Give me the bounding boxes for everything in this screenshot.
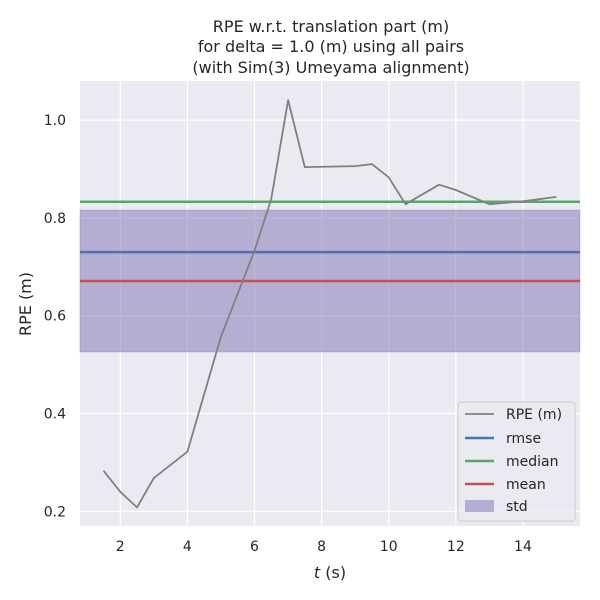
chart-title: RPE w.r.t. translation part (m) for delt… (192, 17, 469, 77)
legend-label-std: std (506, 499, 528, 515)
legend-swatch-std (465, 500, 494, 512)
x-axis-label-rest: (s) (320, 563, 346, 582)
stat-lines-layer (80, 200, 580, 283)
legend-box (457, 401, 576, 522)
rpe-series-line (102, 99, 557, 509)
x-tick-label: 2 (116, 539, 125, 555)
x-tick-label: 8 (317, 539, 326, 555)
legend-label-median: median (506, 454, 558, 470)
y-tick-label: 1.0 (44, 113, 66, 129)
title-line-3: (with Sim(3) Umeyama alignment) (192, 58, 469, 77)
y-tick-label: 0.8 (44, 211, 66, 227)
x-tick-label: 6 (250, 539, 259, 555)
x-axis-label-italic: t (314, 563, 321, 582)
y-tick-label: 0.6 (44, 309, 66, 325)
legend-label-mean: mean (506, 477, 546, 493)
legend-label-rmse: rmse (506, 431, 541, 447)
y-tick-label: 0.4 (44, 407, 66, 423)
x-tick-labels: 2 4 6 8 10 12 14 (116, 539, 532, 555)
x-axis-label: t (s) (314, 563, 346, 582)
legend: RPE (m) rmse median mean std (457, 401, 576, 522)
x-tick-label: 14 (514, 539, 532, 555)
y-tick-labels: 0.2 0.4 0.6 0.8 1.0 (44, 113, 66, 520)
y-tick-label: 0.2 (44, 504, 66, 520)
title-line-1: RPE w.r.t. translation part (m) (213, 17, 449, 36)
series-layer (102, 99, 557, 509)
x-tick-label: 10 (380, 539, 398, 555)
x-tick-label: 12 (447, 539, 465, 555)
x-tick-label: 4 (183, 539, 192, 555)
legend-label-rpe: RPE (m) (506, 407, 562, 423)
title-line-2: for delta = 1.0 (m) using all pairs (198, 37, 464, 56)
y-axis-label: RPE (m) (16, 272, 35, 336)
